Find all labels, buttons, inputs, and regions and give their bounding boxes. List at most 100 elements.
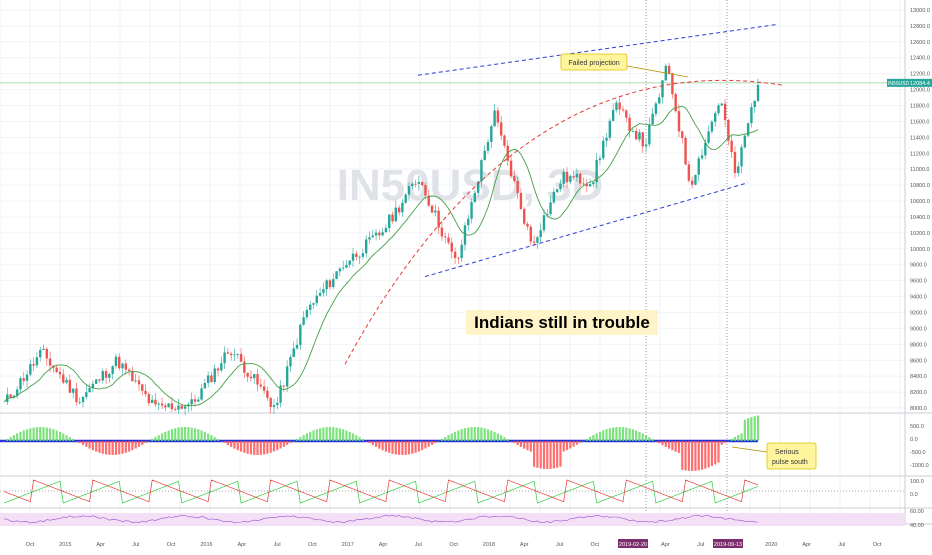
osc1-bar [467,427,470,441]
osc1-bar [651,439,654,441]
candle-body [661,80,664,98]
osc1-bar [39,427,42,441]
candle-body [710,121,714,132]
candle-body [753,100,756,108]
candle-body [733,151,737,174]
candle-body [697,158,700,175]
osc1-bar [243,441,246,453]
x-tick-label: Oct [26,542,35,548]
candle-body [681,131,684,139]
osc1-bar [756,415,760,441]
candle-body [315,295,318,304]
candle-body [727,119,730,141]
candle-body [457,257,460,259]
osc1-bar [371,441,374,446]
osc1-tick-label: -1000.0 [910,463,929,469]
osc1-bar [700,441,704,470]
candle-body [608,120,612,138]
candle-body [322,289,325,293]
candle-body [496,110,500,123]
candle-body [127,369,131,371]
candle-body [638,132,641,140]
candle-body [536,237,539,243]
osc1-tick-label: 500.0 [910,424,924,430]
candle-body [345,264,348,268]
candle-body [611,109,615,121]
pulse-text-line1: Serious [775,449,799,456]
candle-body [509,160,513,177]
x-tick-label: Apr [379,542,388,548]
osc1-bar [351,433,355,441]
osc1-bar [361,439,364,441]
osc1-bar [42,427,45,441]
osc1-bar [210,435,213,441]
osc1-bar [147,440,150,442]
osc1-bar [134,441,137,449]
candle-body [108,373,111,378]
candle-body [358,256,361,258]
candle-body [335,271,338,280]
osc1-bar [318,428,322,441]
candle-body [190,399,193,405]
candle-body [15,389,19,396]
candle-body [58,371,62,375]
candle-body [164,405,167,408]
osc1-bar [374,441,378,447]
osc1-bar [114,441,118,455]
price-tick-label: 13000.0 [910,8,930,14]
candle-body [157,403,160,405]
osc1-bar [289,441,292,443]
osc1-bar [174,428,177,441]
candle-body [210,375,213,382]
osc1-bar [170,429,174,441]
candle-body [160,403,164,406]
osc1-bar [365,441,368,442]
osc1-bar [22,430,25,441]
candle-body [147,394,151,404]
osc1-bar [111,441,114,455]
osc1-bar [681,441,684,470]
x-tick-label: Apr [96,542,105,548]
osc1-bar [141,441,144,445]
osc1-tick-label: -500.0 [910,450,926,456]
osc1-bar [714,441,717,465]
x-tick-label: Jul [415,542,422,548]
osc1-bar [75,441,78,442]
candle-body [282,385,286,387]
osc1-bar [664,441,667,447]
osc1-bar [434,441,437,443]
candle-body [203,383,207,389]
candle-body [746,123,750,136]
candle-body [104,371,108,378]
candle-body [134,380,137,382]
candle-body [98,379,101,381]
osc1-bar [315,429,318,441]
candle-body [470,202,473,219]
candle-body [341,267,345,269]
candle-body [355,253,358,257]
symbol-tag-label: IN50USD [888,81,910,87]
candle-body [368,237,371,240]
osc1-bar [183,427,187,441]
osc3-tick-label: 60.00 [910,509,924,515]
price-tick-label: 12600.0 [910,40,930,46]
osc1-bar [635,430,638,441]
osc1-bar [154,437,157,441]
candle-body [243,361,246,373]
candle-body [440,227,444,237]
candle-body [35,357,39,366]
candle-body [476,181,480,193]
osc1-bar [292,440,295,442]
osc1-bar [677,441,681,453]
candle-body [338,268,342,272]
callout-pointer [626,65,689,78]
osc1-bar [220,441,223,442]
candle-body [499,122,503,136]
osc1-bar [569,441,572,449]
osc1-bar [322,427,325,441]
candle-body [737,166,740,174]
candle-body [302,317,305,325]
candle-body [743,135,747,148]
